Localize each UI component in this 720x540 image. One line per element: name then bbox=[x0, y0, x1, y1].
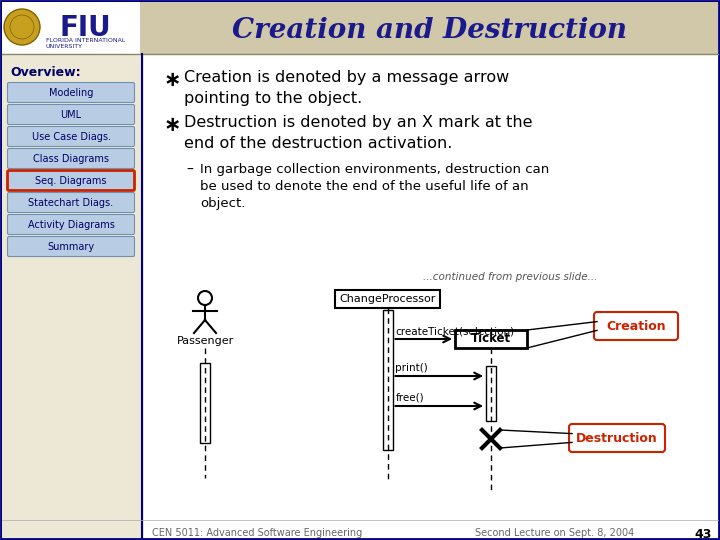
Text: createTicket(selection): createTicket(selection) bbox=[395, 326, 515, 336]
Text: Ticket: Ticket bbox=[471, 333, 511, 346]
FancyBboxPatch shape bbox=[7, 171, 135, 191]
Text: UNIVERSITY: UNIVERSITY bbox=[46, 44, 83, 49]
Text: Second Lecture on Sept. 8, 2004: Second Lecture on Sept. 8, 2004 bbox=[475, 528, 634, 538]
FancyBboxPatch shape bbox=[7, 237, 135, 256]
Text: ∗: ∗ bbox=[164, 70, 181, 90]
FancyBboxPatch shape bbox=[594, 312, 678, 340]
Text: Creation: Creation bbox=[606, 320, 666, 333]
Circle shape bbox=[198, 291, 212, 305]
Text: Creation is denoted by a message arrow
pointing to the object.: Creation is denoted by a message arrow p… bbox=[184, 70, 509, 106]
Circle shape bbox=[10, 15, 34, 39]
Bar bbox=[144, 54, 718, 538]
Text: print(): print() bbox=[395, 363, 428, 373]
Text: UML: UML bbox=[60, 111, 81, 120]
FancyBboxPatch shape bbox=[569, 424, 665, 452]
Bar bbox=[2, 2, 718, 54]
Bar bbox=[200, 363, 210, 443]
Text: Modeling: Modeling bbox=[49, 89, 93, 98]
Text: ChangeProcessor: ChangeProcessor bbox=[339, 294, 436, 304]
Text: free(): free() bbox=[395, 393, 424, 403]
Text: ...continued from previous slide...: ...continued from previous slide... bbox=[423, 272, 597, 282]
Text: CEN 5011: Advanced Software Engineering: CEN 5011: Advanced Software Engineering bbox=[152, 528, 362, 538]
Text: Passenger: Passenger bbox=[176, 336, 233, 346]
Text: FIU: FIU bbox=[60, 14, 112, 42]
Text: Class Diagrams: Class Diagrams bbox=[33, 154, 109, 165]
FancyBboxPatch shape bbox=[7, 83, 135, 103]
Text: Statechart Diags.: Statechart Diags. bbox=[28, 199, 114, 208]
Text: 43: 43 bbox=[695, 528, 712, 540]
Text: Creation and Destruction: Creation and Destruction bbox=[233, 17, 628, 44]
Text: Destruction: Destruction bbox=[576, 431, 658, 444]
Text: Activity Diagrams: Activity Diagrams bbox=[27, 220, 114, 231]
Bar bbox=[2, 2, 140, 54]
Text: –: – bbox=[186, 163, 193, 177]
Text: Destruction is denoted by an X mark at the
end of the destruction activation.: Destruction is denoted by an X mark at t… bbox=[184, 115, 533, 151]
FancyBboxPatch shape bbox=[7, 126, 135, 146]
Bar bbox=[486, 366, 496, 421]
Text: In garbage collection environments, destruction can
be used to denote the end of: In garbage collection environments, dest… bbox=[200, 163, 549, 210]
FancyBboxPatch shape bbox=[7, 105, 135, 125]
Text: Summary: Summary bbox=[48, 242, 94, 253]
Circle shape bbox=[4, 9, 40, 45]
Text: Use Case Diags.: Use Case Diags. bbox=[32, 132, 110, 143]
Bar bbox=[335, 290, 440, 308]
Bar bbox=[455, 330, 527, 348]
Bar bbox=[382, 310, 392, 450]
Bar bbox=[2, 54, 142, 538]
Text: ∗: ∗ bbox=[164, 115, 181, 135]
FancyBboxPatch shape bbox=[7, 214, 135, 234]
FancyBboxPatch shape bbox=[7, 192, 135, 213]
Text: Overview:: Overview: bbox=[10, 66, 81, 79]
Text: Seq. Diagrams: Seq. Diagrams bbox=[35, 177, 107, 186]
FancyBboxPatch shape bbox=[7, 148, 135, 168]
Text: FLORIDA INTERNATIONAL: FLORIDA INTERNATIONAL bbox=[46, 38, 125, 43]
